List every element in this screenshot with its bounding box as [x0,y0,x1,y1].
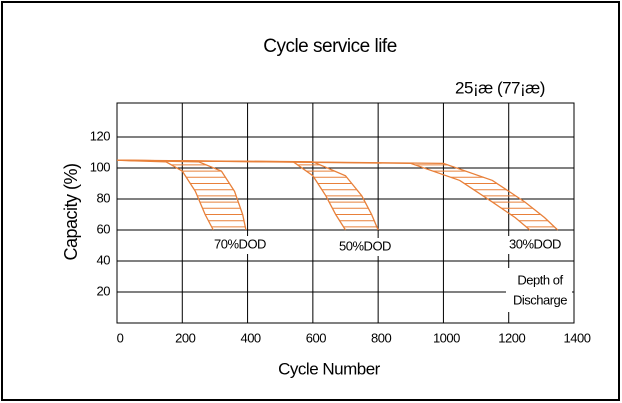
x-tick-label: 200 [175,330,195,345]
curve [116,159,559,231]
chart-subtitle: 25¡æ (77¡æ) [455,78,545,97]
x-tick-label: 400 [240,330,260,345]
x-tick-label: 0 [117,330,124,345]
y-tick-label: 20 [97,283,111,298]
label-bg [329,238,401,256]
chart-title: Cycle service life [263,36,397,57]
band-label: 30%DOD [509,236,561,251]
label-bg [204,236,276,254]
y-tick-label: 120 [90,128,110,143]
x-tick-label: 800 [371,330,391,345]
x-axis-label: Cycle Number [278,359,381,378]
band-label: 70%DOD [214,236,266,251]
band-label: 50%DOD [339,238,391,253]
y-tick-label: 60 [97,221,111,236]
x-tick-label: 1200 [498,330,525,345]
legend-bg [506,268,572,312]
legend-title: Depth of [517,272,563,287]
legend-title: Discharge [513,292,567,307]
x-tick-label: 1000 [433,330,460,345]
x-tick-label: 1400 [564,330,591,345]
y-tick-label: 100 [90,159,110,174]
y-tick-label: 40 [97,252,111,267]
label-bg [499,236,571,254]
x-tick-label: 600 [306,330,326,345]
y-tick-label: 80 [97,190,111,205]
y-axis-label: Capacity (%) [61,163,81,260]
